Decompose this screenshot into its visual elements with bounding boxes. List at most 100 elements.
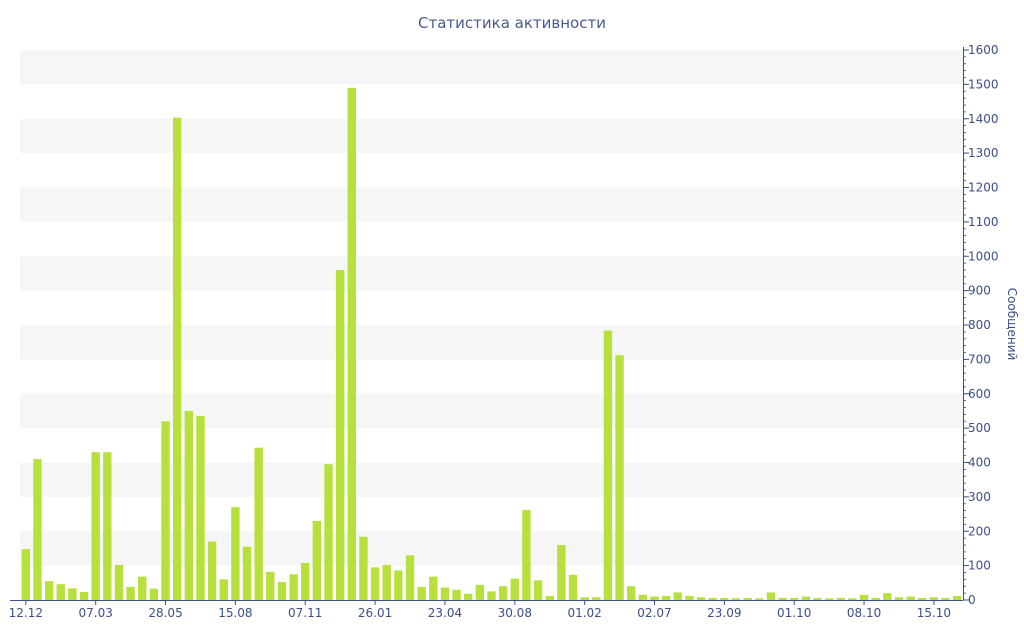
bar — [720, 597, 729, 600]
y-tick-label: 400 — [968, 456, 991, 470]
bar — [161, 421, 170, 600]
y-tick-label: 0 — [968, 593, 976, 607]
bar — [417, 586, 426, 600]
bar — [859, 594, 869, 600]
bar — [696, 597, 706, 600]
grid-band — [20, 118, 963, 154]
x-tick-label: 15.10 — [917, 606, 951, 620]
bar — [440, 587, 450, 601]
y-tick-label: 1000 — [968, 249, 999, 263]
bar — [906, 596, 915, 600]
grid-band — [20, 256, 963, 291]
bar — [790, 597, 799, 600]
bar — [918, 597, 927, 600]
bar — [103, 452, 112, 600]
bar — [929, 597, 939, 600]
bar — [452, 589, 461, 600]
x-tick-label: 01.10 — [777, 606, 811, 620]
bar — [475, 584, 485, 601]
bar — [266, 571, 275, 600]
bar — [487, 591, 496, 600]
bar — [755, 598, 764, 600]
bar — [79, 592, 89, 600]
x-tick-label: 12.12 — [9, 606, 43, 620]
bar — [498, 586, 508, 600]
bar — [429, 576, 438, 601]
bar — [638, 594, 648, 600]
grid-band — [20, 325, 963, 360]
bar — [254, 447, 263, 600]
bar — [778, 597, 787, 600]
bar — [277, 582, 287, 601]
bar — [68, 588, 77, 600]
y-tick-label: 1600 — [968, 43, 999, 57]
bar — [394, 570, 403, 600]
y-tick-label: 1400 — [968, 112, 999, 126]
bar — [464, 593, 473, 600]
bar — [289, 574, 298, 600]
bar — [242, 546, 252, 600]
bar — [347, 87, 356, 600]
bar — [56, 584, 65, 600]
bar — [731, 598, 741, 600]
bar — [126, 586, 135, 600]
bar — [615, 355, 624, 600]
y-tick-label: 1200 — [968, 181, 999, 195]
bar — [184, 410, 193, 600]
bar — [883, 593, 892, 601]
x-tick-label: 07.03 — [78, 606, 112, 620]
y-tick-label: 100 — [968, 559, 991, 573]
y-tick-label: 1300 — [968, 146, 999, 160]
bar — [650, 596, 659, 600]
y-tick-label: 500 — [968, 421, 991, 435]
bar — [941, 597, 950, 600]
x-tick-label: 26.01 — [358, 606, 392, 620]
bar — [894, 597, 904, 600]
bar — [848, 598, 857, 600]
bar — [196, 416, 205, 600]
bar — [952, 595, 962, 601]
bar — [324, 464, 333, 600]
bar — [766, 592, 776, 600]
bar — [149, 588, 159, 600]
bar — [301, 562, 310, 601]
y-tick-label: 1500 — [968, 77, 999, 91]
bar — [661, 595, 671, 601]
bar — [172, 117, 182, 600]
bar — [685, 595, 694, 601]
x-tick-label: 23.04 — [428, 606, 462, 620]
bar — [231, 507, 240, 600]
x-tick-label: 01.02 — [567, 606, 601, 620]
bar — [21, 549, 31, 601]
y-tick-label: 600 — [968, 387, 991, 401]
bar — [545, 595, 554, 601]
bar — [743, 597, 752, 600]
bar — [114, 564, 124, 600]
grid-band — [20, 50, 963, 85]
bar — [836, 597, 845, 600]
bar — [33, 459, 42, 600]
bar — [370, 567, 380, 600]
bar — [382, 564, 391, 600]
bar — [568, 574, 578, 600]
y-tick-label: 700 — [968, 352, 991, 366]
x-tick-label: 30.08 — [498, 606, 532, 620]
bar — [405, 555, 415, 600]
y-tick-label: 1100 — [968, 215, 999, 229]
bar — [871, 597, 880, 600]
y-tick-label: 800 — [968, 318, 991, 332]
bar — [91, 452, 100, 600]
bar — [673, 592, 682, 600]
bar — [708, 597, 717, 600]
bar — [580, 597, 589, 600]
x-tick-label: 08.10 — [847, 606, 881, 620]
bar — [359, 536, 368, 600]
bar — [510, 578, 519, 600]
x-tick-label: 07.11 — [288, 606, 322, 620]
chart-title: Статистика активности — [418, 14, 606, 32]
bar — [207, 541, 217, 600]
x-tick-label: 15.08 — [218, 606, 252, 620]
bar — [813, 597, 822, 600]
y-axis-title: Сообщений — [1005, 288, 1019, 361]
